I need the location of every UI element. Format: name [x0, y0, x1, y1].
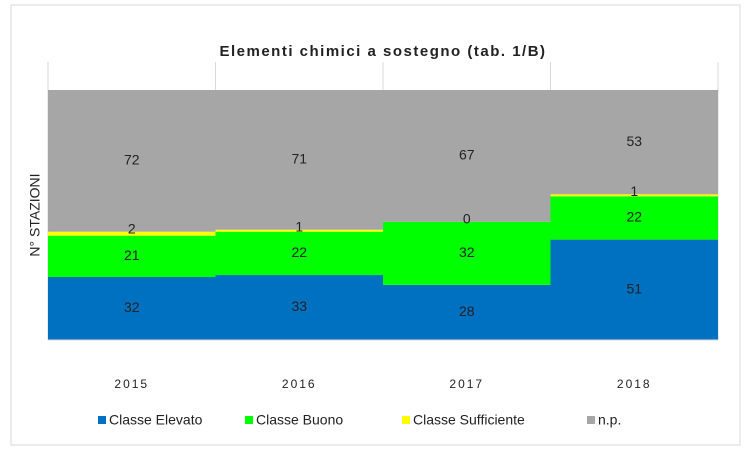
- legend-swatch: [587, 416, 595, 424]
- bar-segment: [383, 90, 551, 222]
- bar-segment: [215, 231, 383, 276]
- bar-segment: [48, 235, 216, 278]
- bar-segment: [48, 90, 216, 232]
- data-label: 22: [626, 209, 642, 225]
- data-label: 28: [459, 303, 475, 319]
- bar-segment: [550, 194, 718, 197]
- bar-segment: [550, 196, 718, 240]
- legend-label: Classe Elevato: [109, 412, 203, 428]
- data-label: 53: [626, 133, 642, 149]
- x-tick-label: 2017: [449, 377, 484, 391]
- x-tick-label: 2016: [282, 377, 317, 391]
- bar-segment: [215, 275, 383, 340]
- bar-segment: [550, 90, 718, 195]
- chart-title: Elementi chimici a sostegno (tab. 1/B): [219, 43, 546, 60]
- data-label: 51: [626, 281, 642, 297]
- data-label: 2: [128, 220, 136, 236]
- data-label: 0: [463, 211, 471, 227]
- bar-segment: [383, 284, 551, 340]
- data-label: 72: [124, 152, 140, 168]
- bar-segment: [215, 229, 383, 232]
- data-label: 67: [459, 147, 475, 163]
- data-label: 21: [124, 247, 140, 263]
- legend-swatch: [245, 416, 253, 424]
- data-label: 32: [459, 244, 475, 260]
- bar-segment: [550, 239, 718, 340]
- legend-swatch: [98, 416, 106, 424]
- data-label: 22: [291, 244, 307, 260]
- legend-label: n.p.: [598, 412, 621, 428]
- legend-swatch: [402, 416, 410, 424]
- x-tick-label: 2018: [617, 377, 652, 391]
- data-label: 71: [291, 151, 307, 167]
- legend-label: Classe Buono: [256, 412, 343, 428]
- data-label: 32: [124, 299, 140, 315]
- legend-label: Classe Sufficiente: [413, 412, 525, 428]
- bar-segment: [48, 231, 216, 236]
- data-label: 33: [291, 298, 307, 314]
- bar-segment: [48, 277, 216, 340]
- bar-segment: [215, 90, 383, 230]
- y-axis-label: N° STAZIONI: [27, 173, 43, 256]
- data-label: 1: [630, 183, 638, 199]
- x-tick-label: 2015: [114, 377, 149, 391]
- data-label: 1: [295, 218, 303, 234]
- bar-segment: [383, 221, 551, 285]
